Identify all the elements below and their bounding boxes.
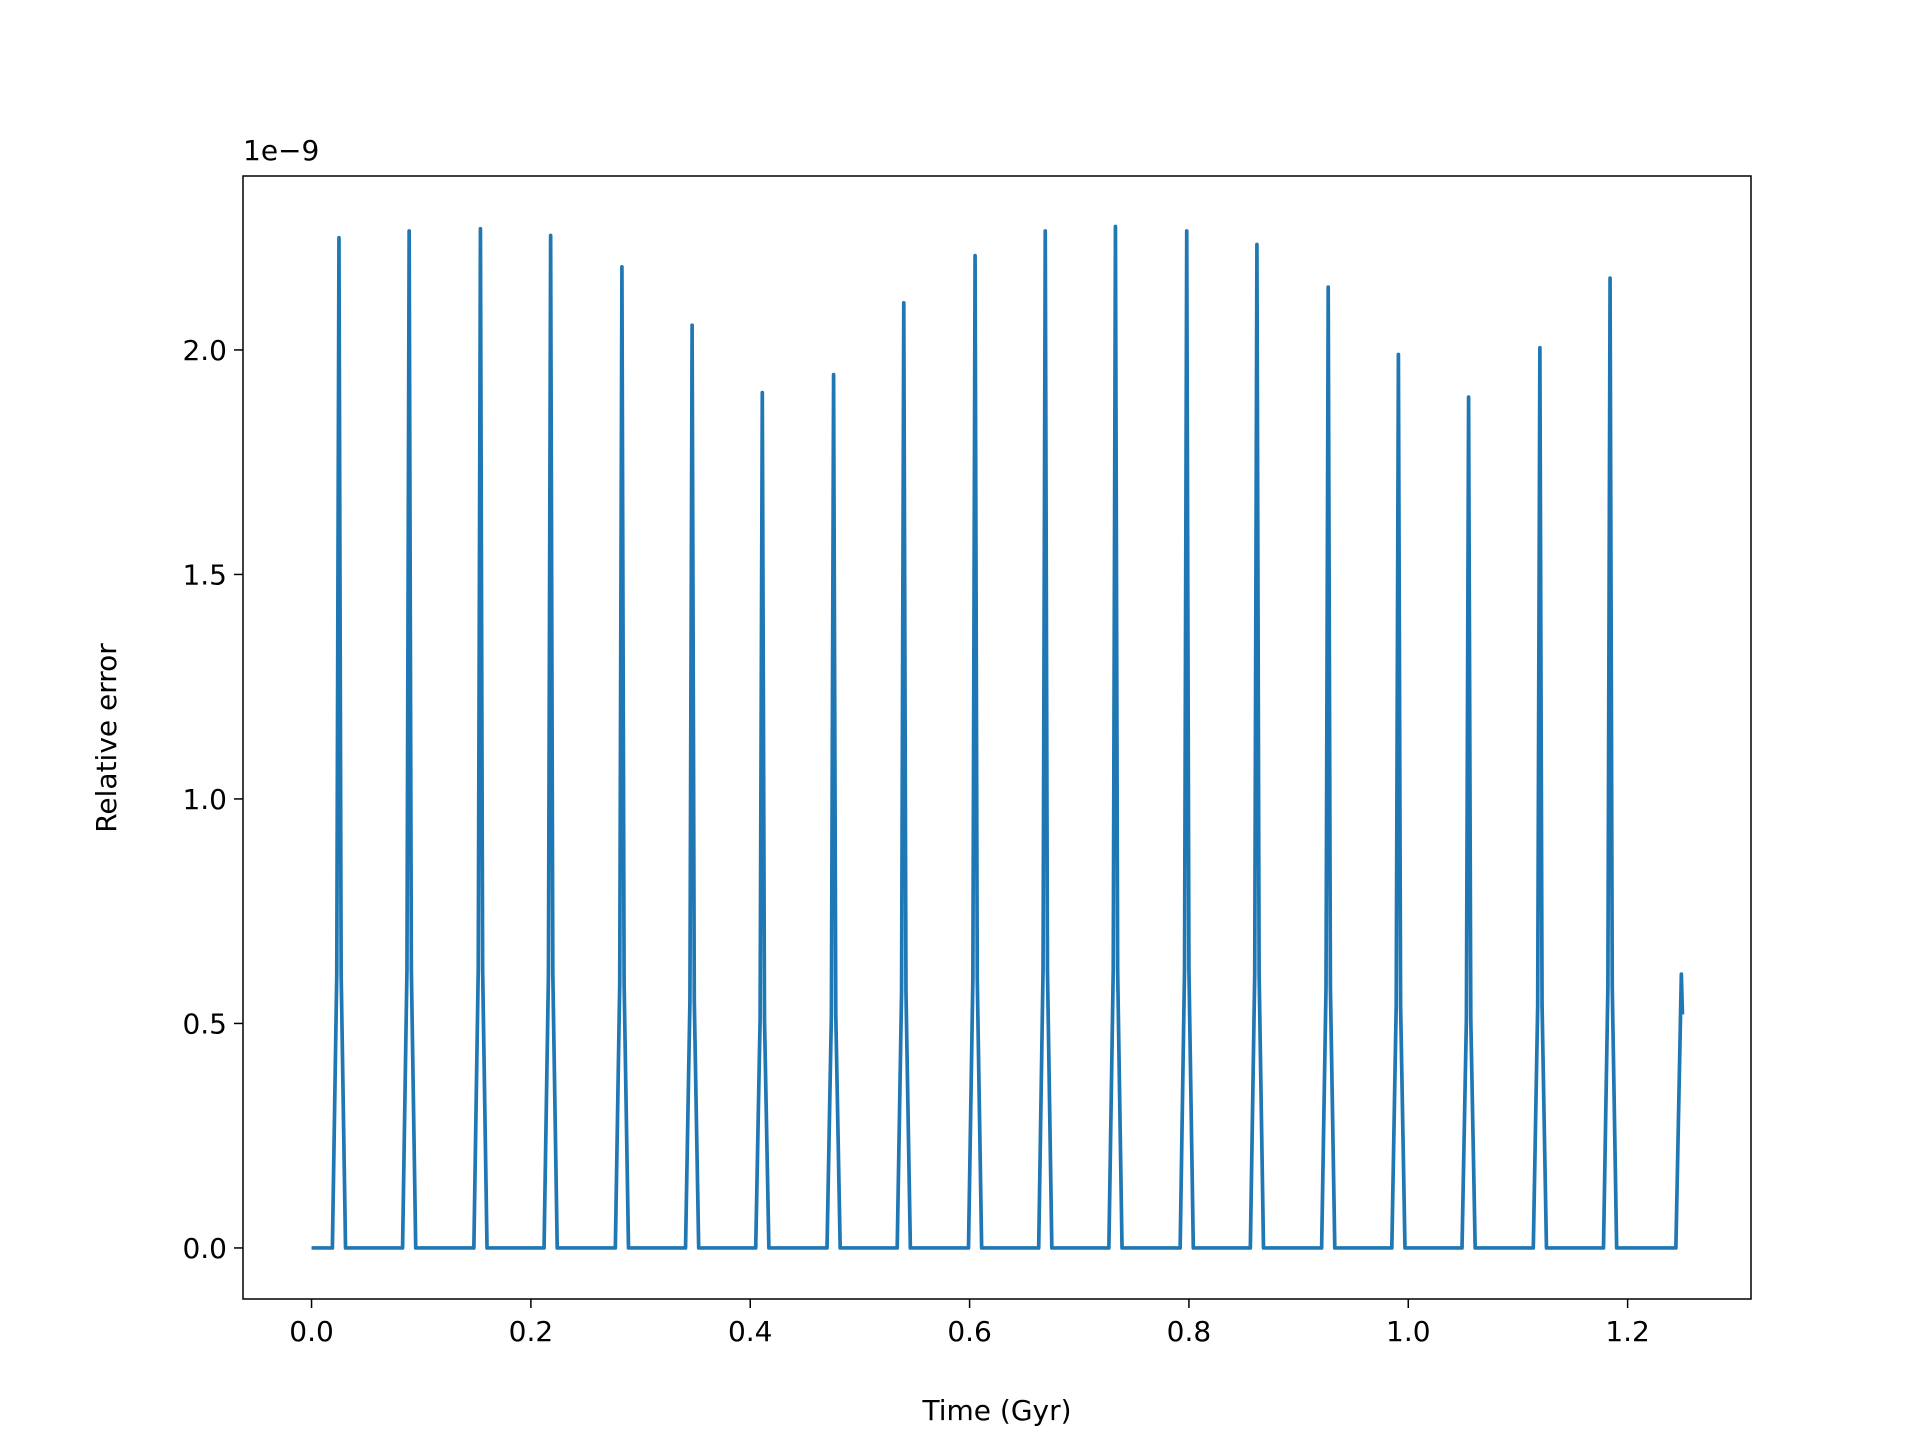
offset-label: 1e−9 xyxy=(243,134,319,167)
x-tick-label: 1.2 xyxy=(1605,1315,1650,1348)
data-line xyxy=(311,224,1685,1250)
y-tick-label: 1.0 xyxy=(182,783,227,816)
y-axis-label: Relative error xyxy=(90,643,123,833)
y-tick-label: 2.0 xyxy=(182,334,227,367)
y-tick-label: 0.5 xyxy=(182,1007,227,1040)
x-tick-label: 0.8 xyxy=(1167,1315,1212,1348)
y-tick-label: 0.0 xyxy=(182,1232,227,1265)
x-tick-label: 0.6 xyxy=(947,1315,992,1348)
x-tick-label: 0.2 xyxy=(509,1315,554,1348)
x-tick-label: 0.4 xyxy=(728,1315,773,1348)
x-axis-label: Time (Gyr) xyxy=(921,1394,1071,1427)
x-tick-label: 1.0 xyxy=(1386,1315,1431,1348)
y-tick-label: 1.5 xyxy=(182,558,227,591)
plot-frame xyxy=(242,175,1752,1300)
x-tick-label: 0.0 xyxy=(289,1315,334,1348)
